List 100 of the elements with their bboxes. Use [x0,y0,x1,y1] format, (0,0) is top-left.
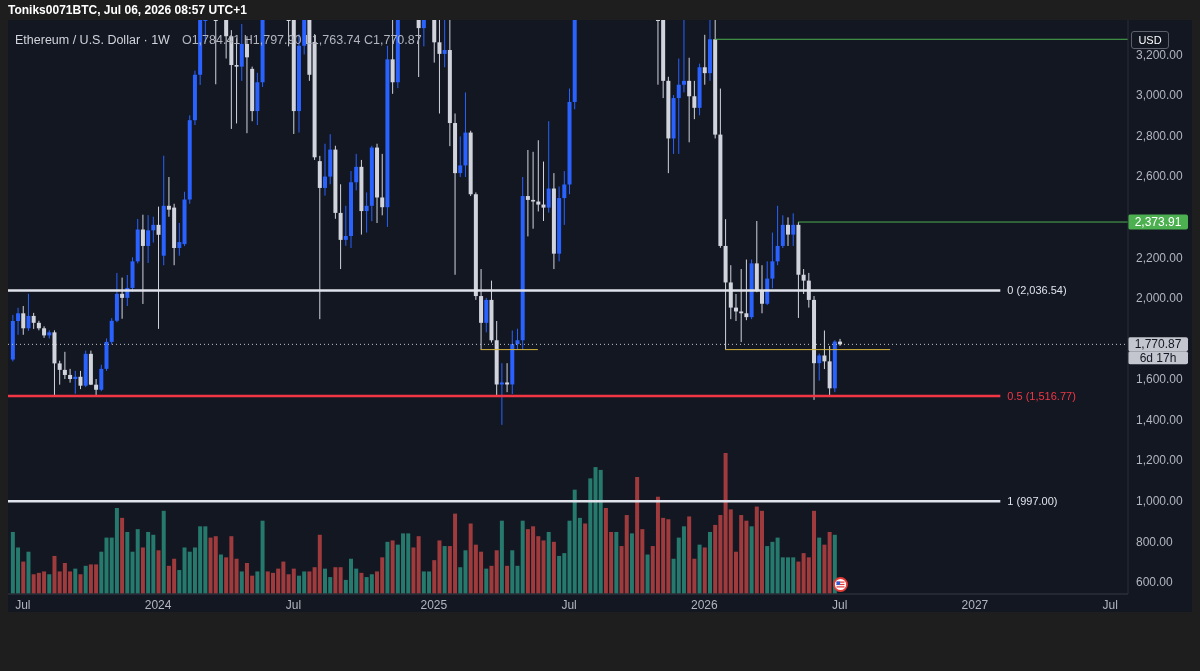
bar [629,533,634,594]
candlestick [515,328,520,351]
x-tick-label: 2026 [691,597,719,612]
candlestick [432,20,437,64]
ref-line-label: 1 (997.00) [1007,495,1058,508]
y-tick-label: 2,600.00 [1136,169,1184,184]
bar [291,568,296,594]
x-tick-label: 2024 [144,597,172,612]
bar [645,554,650,594]
candlestick [68,368,73,384]
bar [411,547,416,594]
candlestick [442,20,447,68]
bar [822,544,827,594]
bar [796,561,801,594]
x-tick-label: Jul [285,597,302,612]
bar [557,555,562,594]
candlestick [786,216,791,247]
candlestick [343,205,348,247]
x-tick-label: Jul [561,597,577,612]
candlestick [120,277,125,320]
bar [333,567,338,594]
bar [135,529,140,594]
data-label: 2,373.91 [1134,215,1182,230]
candlestick [770,232,775,289]
candlestick [536,139,541,212]
candlestick [62,351,67,380]
bar [697,544,702,594]
bar [125,531,130,594]
bar [635,476,640,594]
bar [583,523,588,594]
candlestick [380,153,385,216]
bar [546,531,551,594]
candlestick [323,143,327,197]
bar [494,550,499,594]
candlestick [151,216,156,243]
y-tick-label: 3,000.00 [1136,88,1184,103]
bar [489,565,494,594]
bar [78,574,83,594]
bar [702,547,707,594]
bar [307,571,312,594]
candlestick [676,58,681,155]
y-tick-label: 1,000.00 [1136,493,1184,508]
candlestick [505,362,510,393]
y-tick-label: 3,200.00 [1136,47,1184,62]
candlestick [791,212,796,247]
bar [114,507,119,594]
bar [156,550,161,594]
bar [317,534,322,594]
candlestick [437,20,442,114]
ref-line-label: 1,770.87 [1134,337,1182,352]
bar [73,568,78,594]
y-tick-label: 2,200.00 [1136,250,1184,265]
candlestick [156,206,161,330]
bar [338,567,343,594]
y-tick-label: 1,400.00 [1136,412,1184,427]
bar [239,571,244,594]
bar [177,570,182,594]
bar [484,568,489,594]
text: 6d 17h [1139,350,1177,365]
bar [442,546,447,594]
candlestick [364,191,369,234]
bar [505,565,510,594]
y-tick-label: 2,000.00 [1136,291,1184,306]
candlestick [681,20,686,93]
candlestick [702,34,707,86]
bar [681,526,686,594]
candlestick [458,135,463,178]
bar [624,515,629,594]
candlestick [499,362,504,426]
bar [749,526,754,594]
bar [707,531,712,594]
ref-line-label: 0 (2,036.54) [1007,284,1067,297]
bar [146,531,151,594]
bar [52,555,57,594]
x-tick-label: Jul [15,597,31,612]
bar [765,546,770,594]
bar [161,510,166,594]
candlestick [99,364,104,392]
y-tick-label: 1,600.00 [1136,372,1184,387]
candlestick [687,57,692,143]
bar [359,572,364,594]
bar [99,551,104,594]
candlestick [739,268,744,343]
bar [520,520,525,594]
bar [687,516,692,594]
bar [255,571,260,594]
bar [260,520,265,594]
candlestick [562,170,567,226]
candlestick [744,259,749,321]
candlestick [16,307,21,336]
bar [218,554,223,594]
bar [140,547,145,594]
text: Ethereum / U.S. Dollar · 1W [15,33,170,47]
candlestick [531,151,536,230]
bar [499,520,504,594]
y-tick-label: 600.00 [1136,575,1174,590]
bar [588,478,593,594]
x-tick-label: Jul [831,597,848,612]
candlestick [780,214,785,249]
bar [614,531,619,594]
